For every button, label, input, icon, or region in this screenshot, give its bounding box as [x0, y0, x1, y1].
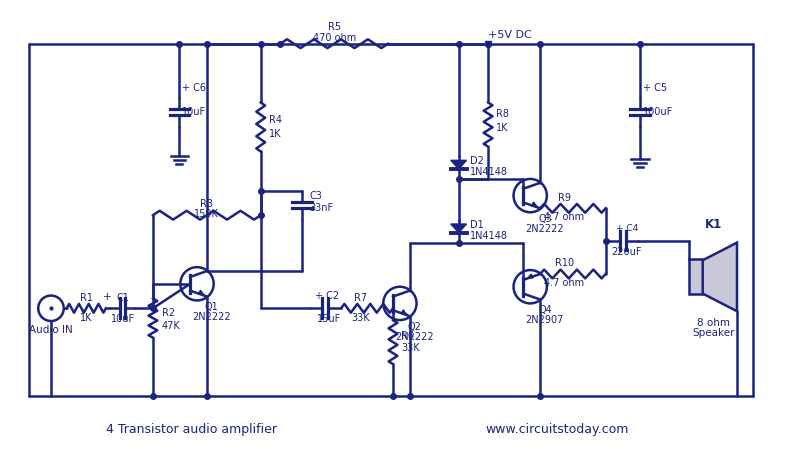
Polygon shape: [451, 224, 466, 233]
Text: R4: R4: [269, 115, 281, 125]
Text: 33K: 33K: [351, 313, 370, 323]
Text: +: +: [102, 291, 111, 302]
Text: 10uF: 10uF: [110, 314, 135, 324]
Text: + C4: + C4: [616, 224, 639, 233]
Text: R9: R9: [558, 193, 571, 202]
Text: 15uF: 15uF: [318, 314, 341, 324]
Text: R10: R10: [555, 258, 574, 268]
Text: R1: R1: [80, 294, 93, 304]
Text: Audio IN: Audio IN: [29, 325, 72, 335]
Text: K1: K1: [704, 219, 722, 232]
Polygon shape: [703, 242, 737, 311]
Text: 2N2222: 2N2222: [192, 312, 231, 322]
Text: Q4: Q4: [538, 305, 552, 315]
Text: +5V DC: +5V DC: [488, 30, 532, 40]
Text: C3: C3: [310, 190, 322, 201]
Text: Speaker: Speaker: [692, 328, 734, 338]
Text: 2N2907: 2N2907: [526, 315, 564, 325]
Text: 1K: 1K: [496, 123, 508, 133]
Polygon shape: [451, 160, 466, 169]
Text: 10uF: 10uF: [182, 107, 206, 117]
Text: + C2: + C2: [314, 291, 339, 300]
Text: + C6: + C6: [182, 83, 206, 93]
Text: 220uF: 220uF: [611, 247, 641, 257]
Text: D1: D1: [470, 220, 484, 230]
Text: Q3: Q3: [538, 214, 552, 224]
Text: R8: R8: [496, 109, 509, 119]
Text: Q2: Q2: [407, 322, 422, 332]
Text: R3: R3: [200, 199, 214, 209]
Text: + C5: + C5: [643, 83, 667, 93]
Text: Q1: Q1: [205, 302, 218, 313]
Text: 2N2222: 2N2222: [526, 224, 564, 234]
Text: R2: R2: [162, 308, 175, 318]
Text: R7: R7: [354, 292, 367, 303]
Bar: [689, 259, 703, 294]
Text: 2N2222: 2N2222: [396, 332, 434, 342]
Text: 33K: 33K: [401, 343, 419, 353]
Text: 33nF: 33nF: [310, 203, 334, 213]
Text: 1K: 1K: [269, 129, 281, 139]
Text: www.circuitstoday.com: www.circuitstoday.com: [485, 423, 628, 436]
Text: 470 ohm: 470 ohm: [313, 33, 356, 43]
Text: R5: R5: [328, 22, 340, 32]
Text: 100uF: 100uF: [643, 107, 673, 117]
Text: 4 Transistor audio amplifier: 4 Transistor audio amplifier: [106, 423, 277, 436]
Text: 47K: 47K: [162, 321, 180, 331]
Text: 1N4148: 1N4148: [470, 167, 508, 177]
Text: 4.7 ohm: 4.7 ohm: [545, 278, 585, 288]
Text: 4.7 ohm: 4.7 ohm: [545, 212, 585, 222]
Text: D2: D2: [470, 156, 485, 166]
Text: R6: R6: [401, 331, 414, 341]
Text: C1: C1: [116, 292, 129, 303]
Text: 1K: 1K: [80, 313, 92, 323]
Text: 1N4148: 1N4148: [470, 231, 508, 241]
Text: 150K: 150K: [195, 209, 219, 219]
Text: 8 ohm: 8 ohm: [697, 318, 730, 328]
